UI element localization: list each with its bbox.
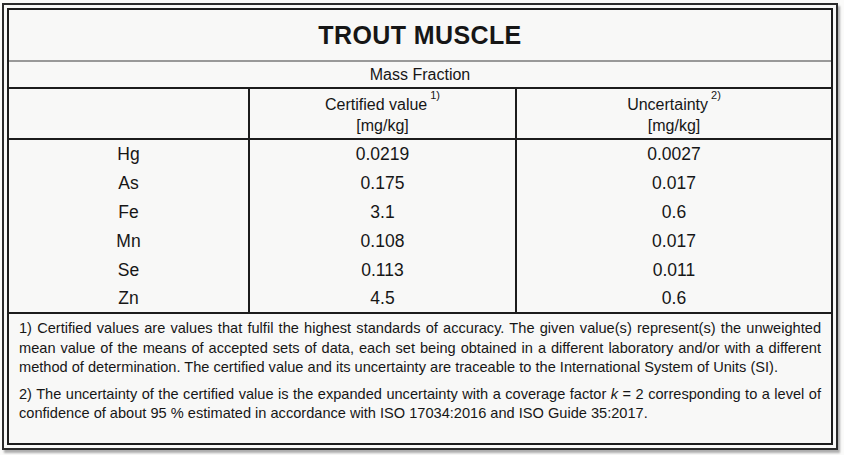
certified-value-cell: 0.113 (248, 256, 515, 285)
table-row: Hg 0.0219 0.0027 (9, 140, 831, 169)
column-label: Certified value (325, 96, 427, 113)
table-row: Se 0.113 0.011 (9, 256, 831, 285)
uncertainty-cell: 0.017 (515, 227, 831, 256)
footnote-1: 1) Certified values are values that fulf… (19, 319, 821, 378)
table-header: Certified value1) [mg/kg] Uncertainty2) … (9, 89, 831, 140)
element-cell: Fe (9, 198, 248, 227)
coverage-factor-k: k (611, 386, 618, 402)
table-subtitle: Mass Fraction (9, 62, 831, 89)
certified-value-cell: 4.5 (248, 285, 515, 312)
header-certified-value-label: Certified value1) (325, 94, 440, 115)
table-title: TROUT MUSCLE (9, 10, 831, 62)
table-row: Mn 0.108 0.017 (9, 227, 831, 256)
footnote-2: 2) The uncertainty of the certified valu… (19, 385, 821, 424)
column-label: Uncertainty (627, 96, 708, 113)
certified-value-cell: 0.175 (248, 169, 515, 198)
element-cell: Se (9, 256, 248, 285)
header-certified-value-cell: Certified value1) [mg/kg] (248, 89, 515, 138)
footnote-2-text: 2) The uncertainty of the certified valu… (19, 386, 611, 402)
certificate-table: TROUT MUSCLE Mass Fraction Certified val… (7, 8, 833, 445)
scanned-certificate-page: TROUT MUSCLE Mass Fraction Certified val… (0, 0, 844, 455)
uncertainty-cell: 0.6 (515, 285, 831, 312)
column-unit: [mg/kg] (356, 115, 408, 136)
header-uncertainty-label: Uncertainty2) (627, 94, 721, 115)
element-cell: Mn (9, 227, 248, 256)
table-row: As 0.175 0.017 (9, 169, 831, 198)
uncertainty-cell: 0.6 (515, 198, 831, 227)
certified-value-cell: 0.0219 (248, 140, 515, 169)
table-row: Fe 3.1 0.6 (9, 198, 831, 227)
element-cell: As (9, 169, 248, 198)
footnote-marker-2: 2) (711, 89, 721, 101)
outer-frame: TROUT MUSCLE Mass Fraction Certified val… (2, 3, 838, 450)
element-cell: Zn (9, 285, 248, 312)
column-unit: [mg/kg] (648, 115, 700, 136)
certified-value-cell: 0.108 (248, 227, 515, 256)
footnote-marker-1: 1) (430, 89, 440, 101)
footnotes-section: 1) Certified values are values that fulf… (9, 314, 831, 443)
uncertainty-cell: 0.0027 (515, 140, 831, 169)
element-cell: Hg (9, 140, 248, 169)
header-uncertainty-cell: Uncertainty2) [mg/kg] (515, 89, 831, 138)
certified-value-cell: 3.1 (248, 198, 515, 227)
header-element-cell (9, 89, 248, 138)
uncertainty-cell: 0.017 (515, 169, 831, 198)
uncertainty-cell: 0.011 (515, 256, 831, 285)
table-row: Zn 4.5 0.6 (9, 285, 831, 314)
